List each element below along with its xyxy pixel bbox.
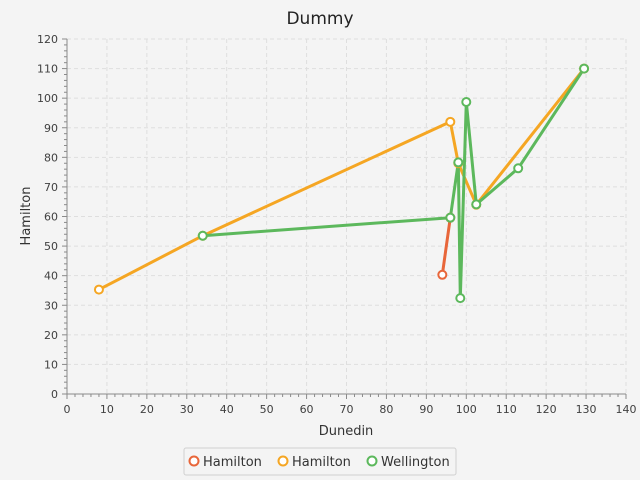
legend-label-3: Wellington (381, 455, 450, 470)
y-tick-label: 110 (37, 63, 58, 76)
x-tick-label: 20 (140, 403, 154, 416)
legend-box (183, 447, 457, 476)
y-tick-label: 90 (44, 122, 58, 135)
x-tick-label: 130 (576, 403, 597, 416)
x-tick-label: 40 (220, 403, 234, 416)
series-2-point (445, 116, 456, 127)
x-tick-label: 90 (419, 403, 433, 416)
series-3-point (455, 293, 466, 304)
legend-marker-2 (277, 455, 289, 467)
y-tick-label: 20 (44, 329, 58, 342)
y-tick-label: 50 (44, 240, 58, 253)
x-tick-label: 60 (300, 403, 314, 416)
x-tick-label: 80 (379, 403, 393, 416)
legend-marker-1 (188, 455, 200, 467)
series-line-3 (202, 67, 586, 300)
y-tick-label: 30 (44, 299, 58, 312)
x-tick-label: 110 (496, 403, 517, 416)
series-1-point (437, 269, 448, 280)
x-tick-label: 10 (100, 403, 114, 416)
chart-title: Dummy (286, 9, 353, 29)
y-tick-label: 120 (37, 33, 58, 46)
grid (67, 38, 627, 394)
series-3-point (453, 157, 464, 168)
y-tick-label: 60 (44, 211, 58, 224)
x-tick-label: 140 (616, 403, 637, 416)
series-3-point (579, 63, 590, 74)
x-axis-title: Dunedin (319, 424, 374, 439)
series-line-2 (98, 67, 586, 291)
legend-label-2: Hamilton (292, 455, 351, 470)
y-tick-label: 70 (44, 181, 58, 194)
x-tick-label: 30 (180, 403, 194, 416)
series-2-point (93, 284, 104, 295)
series-line-1 (440, 217, 452, 276)
series-lines (93, 63, 590, 304)
y-tick-label: 0 (51, 388, 58, 401)
x-tick-label: 100 (456, 403, 477, 416)
legend: Hamilton Hamilton Wellington (183, 447, 457, 476)
y-tick-label: 40 (44, 270, 58, 283)
series-3-point (471, 199, 482, 210)
y-tick-label: 100 (37, 92, 58, 105)
x-tick-label: 50 (260, 403, 274, 416)
axes: 0 10 20 30 40 50 60 70 80 90 100 110 120 130 140 0 10 20 3… (37, 33, 637, 416)
y-tick-label: 10 (44, 358, 58, 371)
y-axis-title: Hamilton (19, 187, 34, 246)
legend-marker-3 (366, 455, 378, 467)
y-tick-label: 80 (44, 151, 58, 164)
series-3-point (461, 97, 472, 108)
x-tick-label: 120 (536, 403, 557, 416)
series-3-point (197, 230, 208, 241)
legend-label-1: Hamilton (203, 455, 262, 470)
series-3-point (445, 212, 456, 223)
x-tick-label: 70 (340, 403, 354, 416)
x-tick-label: 0 (64, 403, 71, 416)
series-3-point (513, 163, 524, 174)
